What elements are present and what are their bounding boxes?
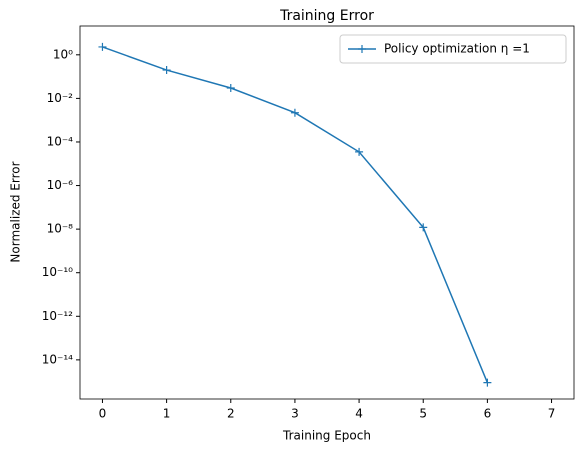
x-tick-label: 5 [419,407,427,421]
data-marker [98,42,107,51]
y-tick-label: 10⁻² [47,91,74,105]
x-tick-label: 1 [163,407,171,421]
data-marker [226,83,235,92]
data-marker [162,66,171,75]
data-marker [290,108,299,117]
data-marker [419,223,428,232]
data-line [102,46,489,383]
data-marker [355,147,364,156]
x-tick-label: 6 [484,407,492,421]
y-tick-label: 10⁻¹² [42,309,73,323]
plot-frame [79,25,575,400]
x-tick-label: 3 [291,407,299,421]
x-tick-label: 7 [548,407,556,421]
x-axis-label: Training Epoch [282,429,371,443]
x-tick-label: 0 [99,407,107,421]
y-tick-label: 10⁻¹⁰ [42,265,73,279]
chart-title: Training Error [279,8,374,24]
y-tick-label: 10⁻⁶ [47,178,74,192]
y-tick-label: 10⁻¹⁴ [42,352,73,366]
y-tick-label: 10⁰ [53,47,73,61]
legend-box [339,34,567,64]
y-axis-label: Normalized Error [9,161,23,262]
data-marker [483,378,492,387]
x-tick-label: 4 [355,407,363,421]
y-tick-label: 10⁻⁸ [47,222,74,236]
legend-label: Policy optimization η =1 [384,42,530,56]
legend-marker [358,45,366,53]
x-tick-label: 2 [227,407,235,421]
y-tick-label: 10⁻⁴ [47,134,74,148]
